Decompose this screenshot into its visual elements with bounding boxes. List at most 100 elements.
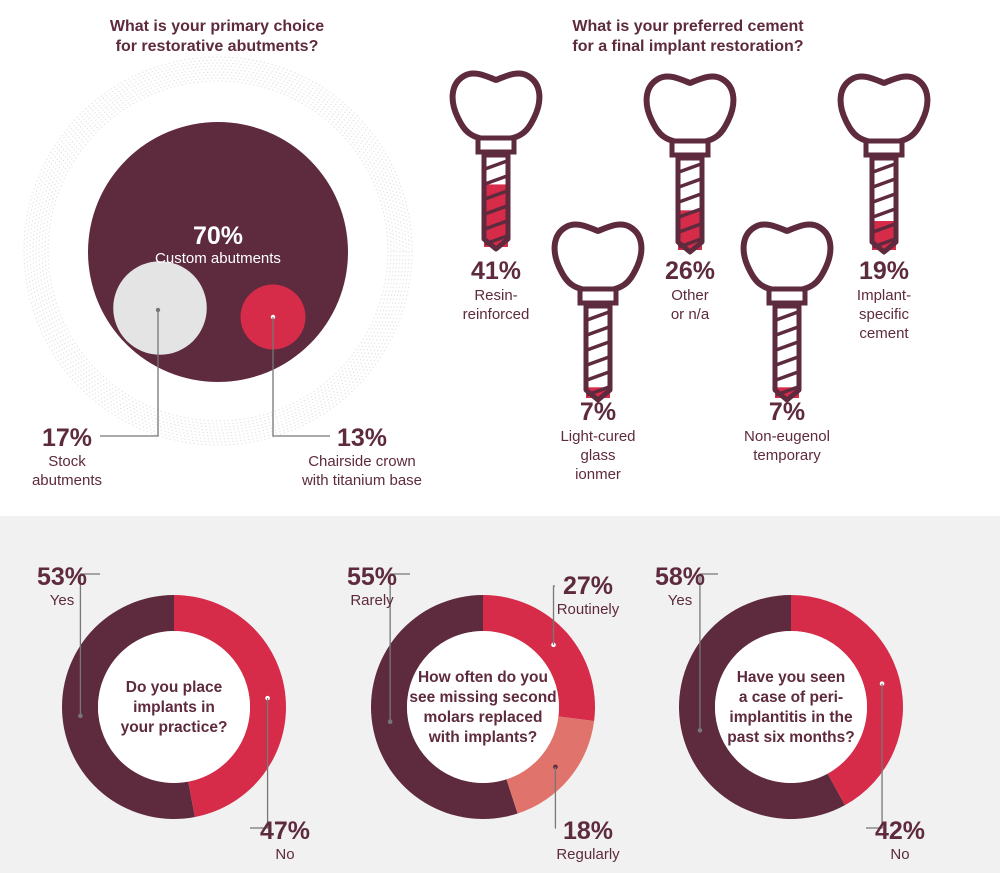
cement-label: glass bbox=[580, 447, 615, 464]
donut-question: Do you place bbox=[126, 679, 223, 696]
implant-icon bbox=[449, 70, 543, 252]
donut-pct: 53% bbox=[37, 563, 87, 591]
implant-thread bbox=[872, 207, 896, 219]
implant-thread bbox=[775, 370, 799, 382]
donut-label: No bbox=[275, 846, 294, 863]
donut-slice bbox=[483, 595, 595, 722]
implant-thread bbox=[872, 222, 896, 234]
implant-screw-outline bbox=[583, 303, 613, 403]
donut-slice bbox=[371, 595, 518, 819]
implant-thread bbox=[484, 219, 508, 231]
custom-abutments-pct: 70% bbox=[193, 222, 243, 250]
donut-pct: 18% bbox=[563, 817, 613, 845]
implant-thread bbox=[872, 177, 896, 189]
donut-leader-line bbox=[552, 585, 555, 645]
implant-thread bbox=[586, 370, 610, 382]
donut-slice bbox=[174, 595, 287, 818]
implant-thread bbox=[775, 310, 799, 322]
implant-screw-outline bbox=[869, 155, 899, 255]
donut-question: your practice? bbox=[121, 719, 228, 736]
donut-question: implantitis in the bbox=[729, 709, 853, 726]
implant-abutment bbox=[766, 286, 808, 306]
donut-question: implants in bbox=[133, 699, 215, 716]
stock-abutments-label: abutments bbox=[32, 472, 102, 489]
implant-thread bbox=[484, 204, 508, 216]
halo-ring-dots bbox=[29, 62, 407, 440]
halo-ring-dots bbox=[26, 59, 410, 443]
implant-thread bbox=[484, 174, 508, 186]
donut-label: No bbox=[890, 846, 909, 863]
donut-question: How often do you bbox=[418, 669, 548, 686]
donut-question: see missing second bbox=[409, 689, 556, 706]
halo-ring-dots bbox=[32, 65, 404, 437]
cement-label: Implant- bbox=[857, 287, 911, 304]
implant-crown bbox=[643, 73, 737, 146]
donut-label: Rarely bbox=[350, 592, 394, 609]
implant-crown bbox=[740, 221, 834, 294]
donut-hole bbox=[715, 631, 867, 783]
donut-hole bbox=[98, 631, 250, 783]
cement-label: reinforced bbox=[463, 306, 530, 323]
donut-question: with implants? bbox=[428, 729, 538, 746]
donut-leader-line bbox=[699, 573, 718, 731]
implant-thread bbox=[678, 192, 702, 204]
halo-ring-dots bbox=[23, 56, 413, 446]
implant-icon bbox=[551, 221, 645, 403]
cement-label: specific bbox=[859, 306, 910, 323]
cement-label: Other bbox=[671, 287, 709, 304]
donut-pct: 27% bbox=[563, 572, 613, 600]
cement-pct: 41% bbox=[471, 257, 521, 285]
donut-slice bbox=[62, 595, 195, 819]
implant-icon bbox=[837, 73, 931, 255]
implant-abutment bbox=[577, 286, 619, 306]
stock-abutments-label: Stock bbox=[48, 453, 86, 470]
implant-screw-outline bbox=[772, 303, 802, 403]
halo-ring-dots bbox=[47, 80, 389, 422]
chairside-crown-label: Chairside crown bbox=[308, 453, 416, 470]
implant-crown bbox=[449, 70, 543, 143]
implant-thread bbox=[586, 325, 610, 337]
donut-question: a case of peri- bbox=[739, 689, 843, 706]
implant-thread bbox=[872, 162, 896, 174]
donut-leader-line bbox=[554, 766, 557, 829]
abutments-question-title: What is your primary choice bbox=[110, 18, 324, 35]
implant-screw-outline bbox=[675, 155, 705, 255]
implant-icon bbox=[643, 73, 737, 255]
implant-thread bbox=[586, 355, 610, 367]
custom-abutments-label: Custom abutments bbox=[155, 250, 281, 267]
halo-ring-dots bbox=[41, 74, 395, 428]
implant-thread bbox=[872, 192, 896, 204]
donut-leader-line bbox=[79, 573, 100, 716]
cement-label: Resin- bbox=[474, 287, 517, 304]
donut-label: Regularly bbox=[556, 846, 620, 863]
cement-label: Non-eugenol bbox=[744, 428, 830, 445]
cement-pct: 7% bbox=[580, 398, 616, 426]
implant-icon bbox=[740, 221, 834, 403]
cement-question-title: for a final implant restoration? bbox=[572, 38, 803, 55]
cement-label: ionmer bbox=[575, 466, 621, 483]
implant-thread bbox=[678, 177, 702, 189]
donut-leader-line bbox=[866, 683, 883, 829]
implant-thread bbox=[775, 355, 799, 367]
cement-label: temporary bbox=[753, 447, 821, 464]
donut-label: Yes bbox=[668, 592, 692, 609]
implant-thread bbox=[775, 340, 799, 352]
implant-abutment bbox=[475, 135, 517, 155]
halo-ring-dots bbox=[44, 77, 392, 425]
halo-ring bbox=[23, 56, 413, 446]
donut-slice bbox=[791, 595, 904, 806]
halo-ring-dots bbox=[38, 71, 398, 431]
implant-abutment bbox=[669, 138, 711, 158]
donut-slice bbox=[679, 595, 845, 819]
donut-hole bbox=[407, 631, 559, 783]
implant-thread bbox=[775, 325, 799, 337]
implant-thread bbox=[586, 310, 610, 322]
implant-thread bbox=[678, 207, 702, 219]
cement-pct: 19% bbox=[859, 257, 909, 285]
cement-pct: 26% bbox=[665, 257, 715, 285]
cement-pct: 7% bbox=[769, 398, 805, 426]
cement-label: or n/a bbox=[671, 306, 710, 323]
implant-thread bbox=[586, 340, 610, 352]
implant-crown bbox=[551, 221, 645, 294]
